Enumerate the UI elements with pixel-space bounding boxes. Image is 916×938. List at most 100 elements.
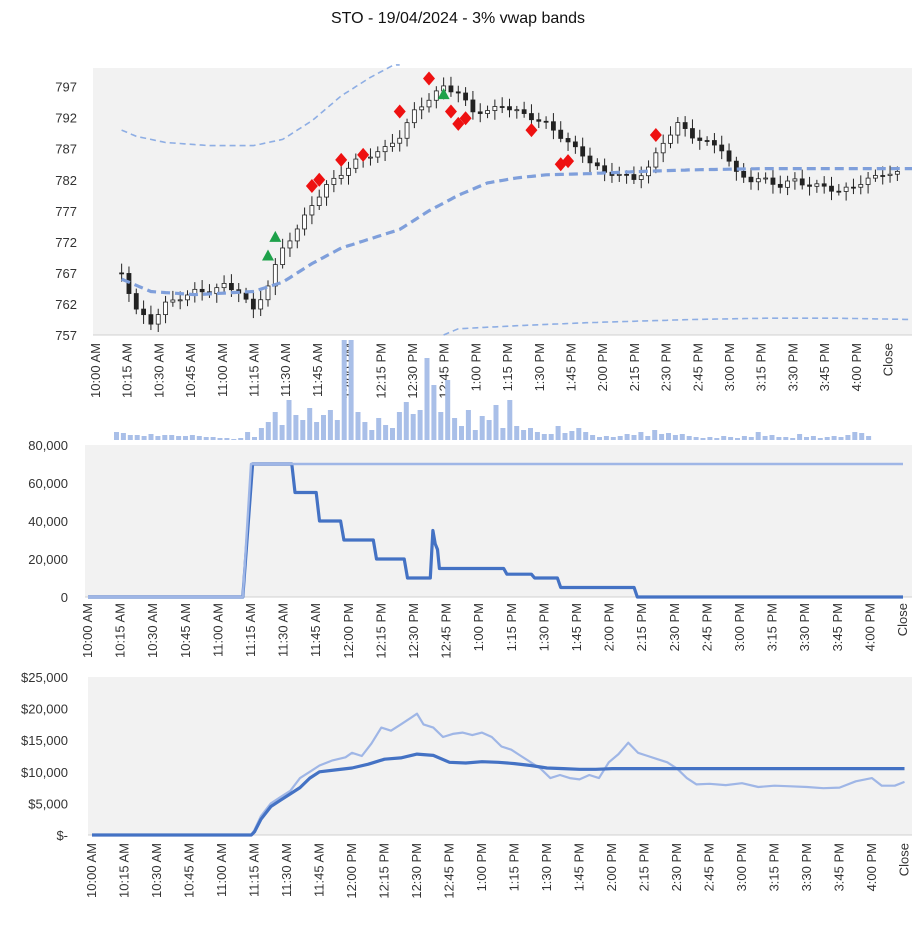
value-y-tick: $-: [56, 828, 68, 843]
volume-bar: [548, 434, 554, 440]
volume-bar: [286, 400, 292, 440]
candle-body: [821, 183, 827, 187]
price-x-tick: 2:15 PM: [627, 343, 642, 391]
value-y-tick: $25,000: [21, 670, 68, 685]
price-x-tick: 3:15 PM: [754, 343, 769, 391]
candle-body: [638, 175, 644, 180]
candle-body: [463, 92, 468, 101]
candle-body: [309, 205, 315, 216]
volume-bar: [376, 418, 382, 440]
candle-body: [470, 99, 476, 113]
value-x-tick: 12:15 PM: [377, 843, 392, 899]
value-x-tick: 3:30 PM: [799, 843, 814, 891]
candle-body: [814, 183, 820, 187]
price-x-tick: 1:15 PM: [500, 343, 515, 391]
position-x-tick: 2:45 PM: [699, 603, 714, 651]
value-x-tick: 10:30 AM: [149, 843, 164, 898]
volume-bar: [603, 436, 609, 440]
volume-bar: [624, 434, 630, 440]
candle-body: [785, 180, 790, 188]
price-x-tick: 12:15 PM: [373, 343, 388, 399]
candle-body: [675, 122, 681, 136]
volume-bar: [196, 436, 202, 440]
value-x-tick: 3:15 PM: [767, 843, 782, 891]
candle-body: [331, 177, 337, 185]
candle-body: [185, 294, 190, 301]
sell-marker: [444, 104, 457, 119]
volume-bar: [859, 433, 865, 440]
candle-body: [682, 122, 688, 129]
candle-body: [653, 152, 659, 168]
upper-band-line: [121, 64, 400, 147]
volume-bar: [224, 438, 230, 440]
value-x-tick: 2:30 PM: [669, 843, 684, 891]
volume-bar: [176, 436, 182, 440]
candle-body: [616, 173, 622, 176]
position-series-line-1: [88, 462, 903, 599]
sell-marker: [393, 104, 406, 119]
price-x-tick: 10:30 AM: [151, 343, 166, 398]
volume-bar: [189, 435, 195, 440]
volume-bar: [783, 437, 789, 440]
value-x-tick: 11:15 AM: [247, 843, 262, 897]
value-x-tick: 1:45 PM: [572, 843, 587, 891]
value-x-tick: 2:00 PM: [604, 843, 619, 891]
position-x-tick: 12:30 PM: [406, 603, 421, 659]
volume-bar: [417, 410, 423, 440]
position-x-tick: 3:15 PM: [765, 603, 780, 651]
position-x-tick: 10:45 AM: [178, 603, 193, 658]
position-x-tick: 10:30 AM: [145, 603, 160, 658]
candle-body: [397, 137, 403, 144]
position-y-tick: 0: [61, 590, 68, 605]
volume-bar: [700, 438, 706, 440]
candle-body: [390, 142, 395, 147]
volume-bar: [735, 438, 740, 440]
sell-marker: [649, 128, 662, 143]
candle-body: [499, 106, 505, 108]
volume-bar: [396, 412, 402, 440]
candle-body: [177, 299, 183, 302]
sell-marker: [335, 152, 348, 167]
volume-bar: [258, 428, 264, 440]
position-y-tick: 20,000: [28, 552, 68, 567]
position-x-tick: 11:00 AM: [210, 603, 225, 657]
candle-body: [660, 142, 666, 154]
candle-body: [755, 178, 761, 183]
volume-bar: [321, 415, 326, 440]
value-x-tick: 2:45 PM: [702, 843, 717, 891]
volume-bar: [541, 434, 547, 440]
volume-bar: [169, 435, 175, 440]
candle-body: [477, 111, 483, 114]
position-x-tick: 11:15 AM: [243, 603, 258, 657]
candle-body: [448, 85, 454, 93]
candle-body: [258, 299, 264, 310]
price-y-tick: 797: [55, 80, 77, 95]
volume-bar: [459, 426, 464, 440]
candle-body: [280, 247, 286, 265]
volume-bar: [210, 437, 216, 440]
volume-bar: [252, 437, 257, 440]
volume-bar: [707, 437, 713, 440]
value-x-tick: 3:45 PM: [832, 843, 847, 891]
volume-bar: [314, 422, 320, 440]
candle-body: [485, 110, 490, 114]
value-x-tick: 10:15 AM: [117, 843, 132, 898]
candle-body: [704, 140, 710, 142]
volume-bar: [438, 412, 444, 440]
volume-bar: [597, 437, 602, 440]
position-x-tick: 4:00 PM: [862, 603, 877, 651]
value-x-tick: 4:00 PM: [864, 843, 879, 891]
price-y-tick: 767: [55, 266, 77, 281]
candle-body: [697, 137, 703, 141]
volume-bar: [555, 426, 561, 440]
volume-bar: [431, 385, 437, 440]
sell-marker: [423, 71, 435, 86]
value-x-tick: 11:00 AM: [214, 843, 229, 897]
volume-bar: [390, 428, 395, 440]
candle-body: [851, 186, 856, 189]
price-x-tick: 10:00 AM: [88, 343, 103, 398]
candle-body: [375, 151, 381, 158]
price-x-tick: 10:45 AM: [183, 343, 198, 398]
price-y-tick: 757: [55, 328, 77, 343]
volume-bar: [666, 433, 671, 440]
